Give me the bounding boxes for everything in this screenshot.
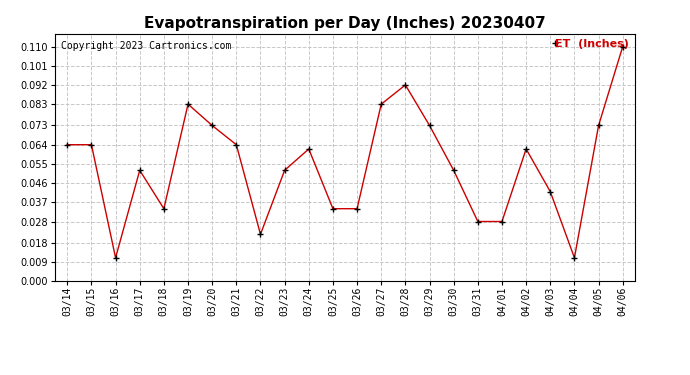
Line: ET  (Inches): ET (Inches) (64, 44, 626, 261)
Text: Copyright 2023 Cartronics.com: Copyright 2023 Cartronics.com (61, 41, 231, 51)
ET  (Inches) (618, 44, 627, 49)
ET  (Inches) (353, 207, 362, 211)
ET  (Inches) (280, 168, 288, 172)
ET  (Inches) (208, 123, 217, 128)
ET  (Inches) (402, 83, 410, 87)
ET  (Inches) (63, 142, 72, 147)
ET  (Inches) (328, 207, 337, 211)
ET  (Inches) (377, 102, 385, 106)
ET  (Inches) (425, 123, 433, 128)
ET  (Inches) (570, 255, 578, 260)
ET  (Inches) (498, 219, 506, 224)
ET  (Inches) (450, 168, 458, 172)
Legend: ET  (Inches): ET (Inches) (555, 39, 629, 49)
ET  (Inches) (184, 102, 192, 106)
ET  (Inches) (522, 147, 530, 151)
Title: Evapotranspiration per Day (Inches) 20230407: Evapotranspiration per Day (Inches) 2023… (144, 16, 546, 31)
ET  (Inches) (160, 207, 168, 211)
ET  (Inches) (112, 255, 120, 260)
ET  (Inches) (546, 189, 555, 194)
ET  (Inches) (257, 232, 265, 237)
ET  (Inches) (232, 142, 240, 147)
ET  (Inches) (594, 123, 603, 128)
ET  (Inches) (304, 147, 313, 151)
ET  (Inches) (87, 142, 95, 147)
ET  (Inches) (135, 168, 144, 172)
ET  (Inches) (473, 219, 482, 224)
